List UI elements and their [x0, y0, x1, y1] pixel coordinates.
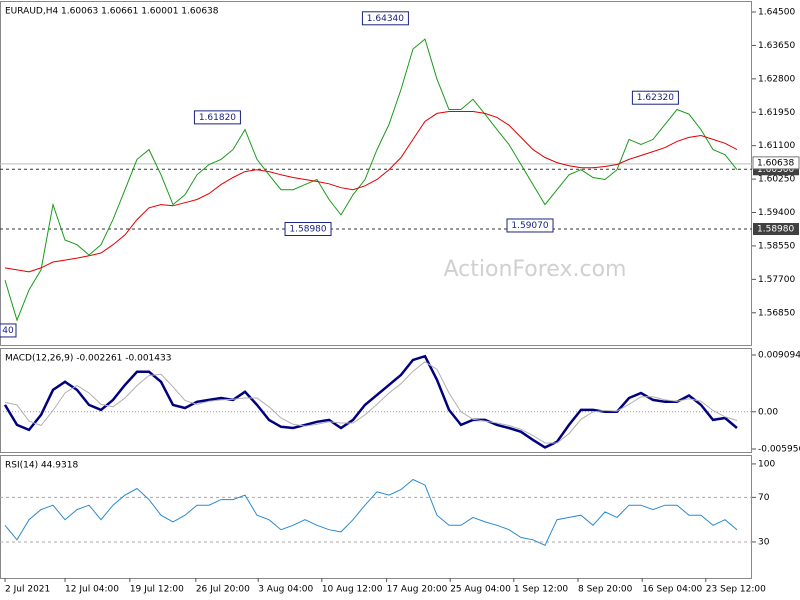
x-tick-label: 19 Jul 12:00 — [130, 585, 184, 595]
series-line — [4, 111, 738, 273]
level-label: 1.60500 — [757, 165, 794, 175]
x-tick-label: 2 Jul 2021 — [5, 585, 50, 595]
panel-title: RSI(14) 44.9318 — [5, 461, 78, 471]
watermark: ActionForex.com — [444, 257, 627, 282]
x-tick-label: 25 Aug 04:00 — [450, 585, 511, 595]
annotation-box — [361, 11, 409, 26]
y-tick-label: 0.009094 — [758, 350, 800, 360]
annotation-box — [506, 218, 554, 233]
y-tick-label: 1.62800 — [758, 74, 795, 84]
y-tick-label: 70 — [758, 493, 770, 503]
series-line — [4, 361, 738, 444]
level-label: 1.58980 — [757, 225, 794, 235]
series-line — [4, 38, 738, 322]
x-tick-label: 3 Aug 04:00 — [258, 585, 313, 595]
y-tick-label: 1.64500 — [758, 8, 795, 18]
y-tick-label: -0.005956 — [758, 444, 800, 454]
x-tick-label: 17 Aug 20:00 — [387, 585, 448, 595]
x-tick-label: 1 Sep 12:00 — [514, 585, 569, 595]
series-line — [4, 478, 738, 546]
panel-frame — [0, 455, 752, 579]
annotation-box — [284, 222, 332, 237]
y-tick-label: 100 — [758, 459, 775, 469]
x-tick-label: 12 Jul 04:00 — [65, 585, 119, 595]
y-tick-label: 1.56850 — [758, 308, 795, 318]
y-tick-label: 1.61100 — [758, 141, 795, 151]
series-line — [3, 354, 738, 449]
x-tick-label: 10 Aug 12:00 — [322, 585, 383, 595]
x-tick-label: 8 Sep 20:00 — [578, 585, 633, 595]
current-price-box — [752, 156, 800, 170]
x-tick-label: 16 Sep 04:00 — [642, 585, 702, 595]
y-tick-label: 1.58550 — [758, 241, 795, 251]
y-tick-label: 1.63650 — [758, 41, 795, 51]
annotation-box — [0, 323, 17, 338]
annotation-label: 1.61820 — [199, 113, 236, 123]
y-tick-label: 1.61950 — [758, 108, 795, 118]
y-tick-label: 1.57700 — [758, 275, 795, 285]
annotation-label: 1.58980 — [289, 225, 326, 235]
y-tick-label: 0.00 — [758, 407, 778, 417]
level-label-box — [753, 223, 799, 236]
panel-frame — [0, 1, 752, 346]
y-tick-label: 1.59400 — [758, 208, 795, 218]
annotation-label: 1.59070 — [511, 221, 548, 231]
annotation-label: 40 — [2, 326, 14, 336]
annotation-box — [631, 90, 679, 105]
panel-title: MACD(12,26,9) -0.002261 -0.001433 — [5, 354, 171, 364]
panel-frame — [0, 348, 752, 453]
annotation-label: 1.64340 — [367, 14, 404, 24]
x-tick-label: 26 Jul 20:00 — [196, 585, 250, 595]
panel-title: EURAUD,H4 1.60063 1.60661 1.60001 1.6063… — [5, 7, 219, 17]
y-tick-label: 1.60250 — [758, 175, 795, 185]
y-tick-label: 30 — [758, 537, 770, 547]
current-price-label: 1.60638 — [757, 158, 794, 168]
annotation-label: 1.62320 — [637, 93, 674, 103]
annotation-box — [193, 110, 241, 125]
x-tick-label: 23 Sep 12:00 — [706, 585, 766, 595]
